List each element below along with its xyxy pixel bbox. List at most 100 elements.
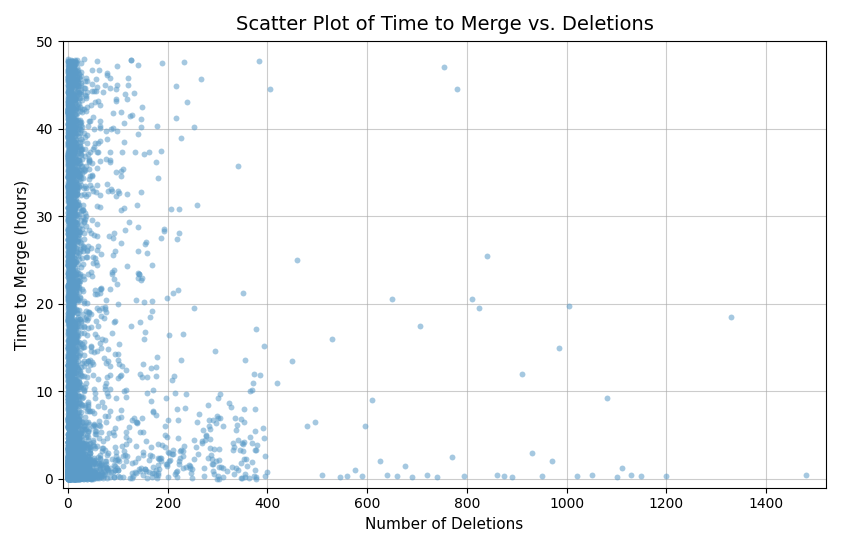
Point bbox=[63, 316, 77, 325]
Point bbox=[63, 307, 77, 316]
Point bbox=[63, 375, 77, 384]
Point bbox=[62, 443, 76, 452]
Point bbox=[65, 225, 78, 234]
Point bbox=[64, 256, 77, 265]
Point bbox=[63, 431, 77, 440]
Point bbox=[125, 468, 139, 477]
Point bbox=[85, 183, 98, 192]
Point bbox=[62, 471, 76, 480]
Point bbox=[174, 447, 188, 456]
Point bbox=[65, 332, 78, 341]
Point bbox=[82, 156, 96, 165]
Point bbox=[79, 464, 93, 473]
Point bbox=[61, 161, 75, 170]
Point bbox=[67, 181, 81, 189]
Point bbox=[77, 440, 90, 449]
Point bbox=[71, 458, 85, 467]
Point bbox=[67, 329, 81, 338]
Point bbox=[99, 379, 113, 387]
Point bbox=[65, 269, 78, 278]
Point bbox=[68, 464, 82, 473]
Point bbox=[179, 463, 193, 472]
Point bbox=[65, 365, 78, 374]
Point bbox=[67, 345, 81, 354]
Point bbox=[77, 473, 90, 481]
Point bbox=[71, 446, 84, 455]
Point bbox=[65, 208, 78, 217]
Point bbox=[65, 456, 78, 464]
Point bbox=[62, 121, 76, 130]
Point bbox=[413, 321, 426, 330]
Point bbox=[89, 458, 103, 467]
Point bbox=[61, 83, 75, 92]
Point bbox=[62, 313, 76, 322]
Point bbox=[66, 324, 80, 333]
Point bbox=[63, 375, 77, 384]
Point bbox=[65, 473, 78, 481]
Point bbox=[66, 469, 79, 478]
Point bbox=[229, 414, 242, 422]
Point bbox=[64, 91, 77, 100]
Point bbox=[64, 473, 77, 482]
Point bbox=[64, 458, 77, 467]
Point bbox=[61, 272, 75, 281]
Point bbox=[73, 106, 87, 115]
Point bbox=[98, 335, 112, 344]
Point bbox=[66, 473, 79, 481]
Point bbox=[66, 470, 80, 479]
Point bbox=[65, 352, 78, 361]
Point bbox=[67, 367, 81, 376]
Point bbox=[64, 469, 77, 478]
Point bbox=[68, 466, 82, 475]
Point bbox=[74, 440, 87, 449]
Point bbox=[207, 444, 220, 453]
Point bbox=[63, 467, 77, 475]
Point bbox=[149, 158, 162, 167]
Point bbox=[61, 409, 75, 418]
Point bbox=[63, 212, 77, 221]
Point bbox=[64, 102, 77, 110]
Point bbox=[63, 442, 77, 451]
Point bbox=[62, 422, 76, 431]
Point bbox=[146, 406, 160, 415]
Point bbox=[66, 381, 80, 389]
Point bbox=[71, 471, 84, 480]
Point bbox=[64, 411, 77, 420]
Point bbox=[70, 379, 83, 387]
Point bbox=[72, 228, 86, 237]
Point bbox=[62, 465, 76, 474]
Point bbox=[62, 470, 76, 479]
Point bbox=[63, 116, 77, 125]
Point bbox=[62, 451, 76, 460]
Point bbox=[65, 441, 78, 450]
Point bbox=[64, 306, 77, 315]
Point bbox=[71, 316, 84, 325]
Point bbox=[67, 432, 81, 441]
Point bbox=[73, 467, 87, 475]
Point bbox=[167, 450, 180, 458]
Point bbox=[61, 461, 75, 469]
Point bbox=[61, 452, 75, 461]
Point bbox=[66, 218, 79, 226]
Point bbox=[65, 472, 78, 480]
Point bbox=[212, 414, 225, 422]
Point bbox=[62, 404, 76, 412]
Point bbox=[65, 462, 78, 471]
Point bbox=[63, 473, 77, 481]
Point bbox=[69, 66, 82, 75]
Point bbox=[67, 116, 81, 125]
Point bbox=[68, 461, 82, 469]
Point bbox=[66, 470, 80, 479]
Point bbox=[101, 465, 114, 474]
Point bbox=[76, 439, 89, 447]
Point bbox=[66, 461, 79, 469]
Point bbox=[80, 469, 93, 478]
Point bbox=[231, 466, 245, 475]
Point bbox=[62, 165, 76, 173]
Point bbox=[79, 92, 93, 101]
Point bbox=[216, 473, 230, 481]
Point bbox=[69, 358, 82, 367]
Point bbox=[62, 437, 76, 446]
Point bbox=[67, 469, 81, 478]
Point bbox=[67, 460, 81, 469]
